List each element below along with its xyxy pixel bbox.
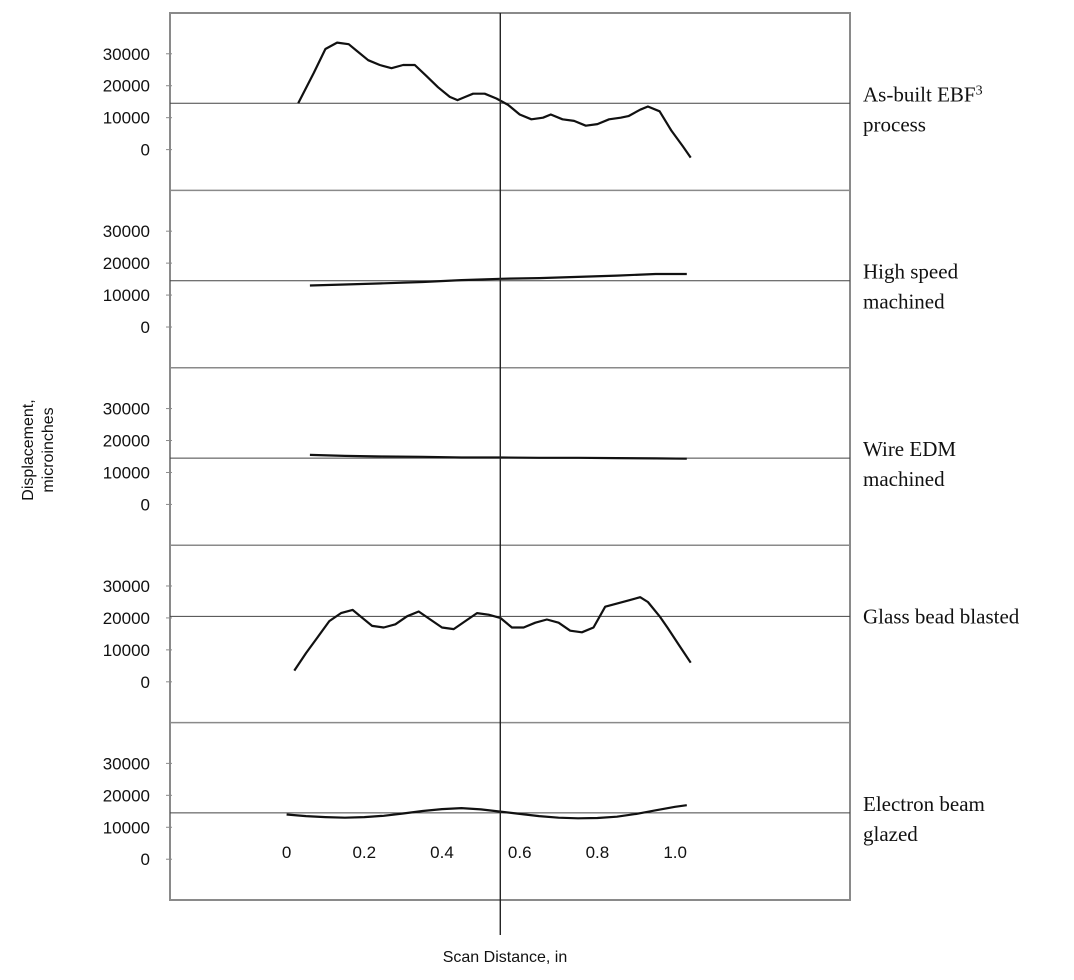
y-tick-label: 20000 xyxy=(103,786,150,805)
y-tick-label: 10000 xyxy=(103,463,150,482)
y-axis-label-line: microinches xyxy=(40,407,57,492)
y-tick-label: 30000 xyxy=(103,577,150,596)
x-tick-label: 0.8 xyxy=(586,843,610,862)
panel-label: glazed xyxy=(863,822,918,846)
panel-label: Wire EDM xyxy=(863,437,956,461)
panel-label: Electron beam xyxy=(863,792,985,816)
y-tick-label: 10000 xyxy=(103,286,150,305)
panel-label: Glass bead blasted xyxy=(863,604,1020,628)
y-tick-label: 20000 xyxy=(103,254,150,273)
y-tick-label: 30000 xyxy=(103,400,150,419)
y-tick-label: 0 xyxy=(141,495,150,514)
panel-label: High speed xyxy=(863,260,959,284)
y-tick-label: 0 xyxy=(141,141,150,160)
x-tick-label: 0.6 xyxy=(508,843,532,862)
x-tick-label: 0 xyxy=(282,843,291,862)
y-tick-label: 10000 xyxy=(103,109,150,128)
y-tick-label: 10000 xyxy=(103,641,150,660)
x-tick-label: 0.2 xyxy=(352,843,376,862)
y-tick-label: 30000 xyxy=(103,45,150,64)
panel-label: machined xyxy=(863,290,945,314)
y-tick-label: 20000 xyxy=(103,432,150,451)
profile-line xyxy=(309,272,687,287)
profile-line xyxy=(297,41,692,159)
y-axis-label-line: Displacement, xyxy=(20,399,37,500)
y-tick-label: 30000 xyxy=(103,222,150,241)
profile-line xyxy=(293,596,692,672)
y-tick-label: 30000 xyxy=(103,754,150,773)
y-tick-label: 20000 xyxy=(103,609,150,628)
panel-label: process xyxy=(863,112,926,136)
y-tick-label: 20000 xyxy=(103,77,150,96)
y-tick-label: 10000 xyxy=(103,818,150,837)
y-axis-label: Displacement, microinches xyxy=(20,399,57,500)
panel-label: As-built EBF3 xyxy=(863,82,983,106)
y-tick-label: 0 xyxy=(141,318,150,337)
x-tick-label: 1.0 xyxy=(663,843,687,862)
x-tick-label: 0.4 xyxy=(430,843,454,862)
y-tick-label: 0 xyxy=(141,850,150,869)
panel-label: machined xyxy=(863,467,945,491)
plot-frame xyxy=(169,12,851,901)
profile-line xyxy=(286,804,687,820)
x-axis-label: Scan Distance, in xyxy=(443,949,568,966)
panel-label-superscript: 3 xyxy=(976,83,983,98)
y-tick-label: 0 xyxy=(141,673,150,692)
